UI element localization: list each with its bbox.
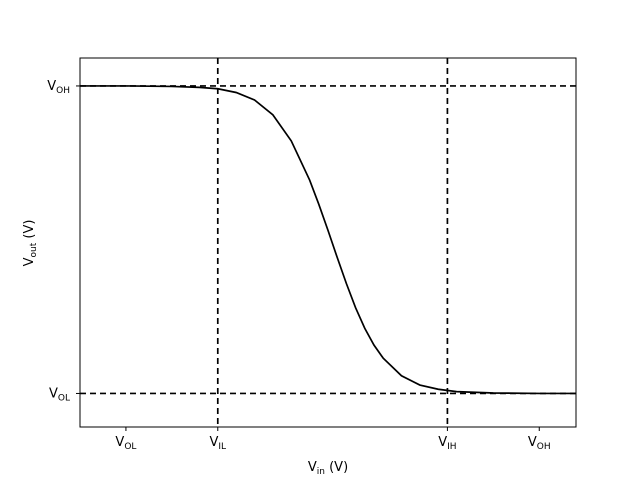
y-tick-label-0: VOL — [49, 386, 70, 403]
vtc-curve-0 — [80, 85, 576, 395]
x-tick-label-1: VIL — [209, 435, 226, 452]
x-axis-label: Vin (V) — [308, 460, 348, 477]
plot-area — [80, 58, 576, 427]
y-axis-label-sub: out — [29, 242, 39, 257]
x-axis-label-main: V — [308, 460, 317, 475]
x-tick-label-0: VOL — [115, 435, 136, 452]
y-tick-label-1: VOH — [47, 79, 70, 96]
y-axis-label-main: V — [22, 257, 37, 266]
plot-frame — [79, 57, 577, 428]
y-axis-ticks: VOL VOH — [47, 79, 80, 403]
x-axis-label-sub: in — [317, 467, 325, 477]
y-axis-label: Vout (V) — [22, 220, 39, 267]
x-tick-label-3: VOH — [528, 435, 551, 452]
y-axis-label-suffix: (V) — [22, 220, 37, 243]
x-axis-ticks: VOL VIL VIH VOH — [115, 427, 551, 452]
x-axis-label-suffix: (V) — [325, 460, 348, 475]
x-tick-label-2: VIH — [438, 435, 456, 452]
